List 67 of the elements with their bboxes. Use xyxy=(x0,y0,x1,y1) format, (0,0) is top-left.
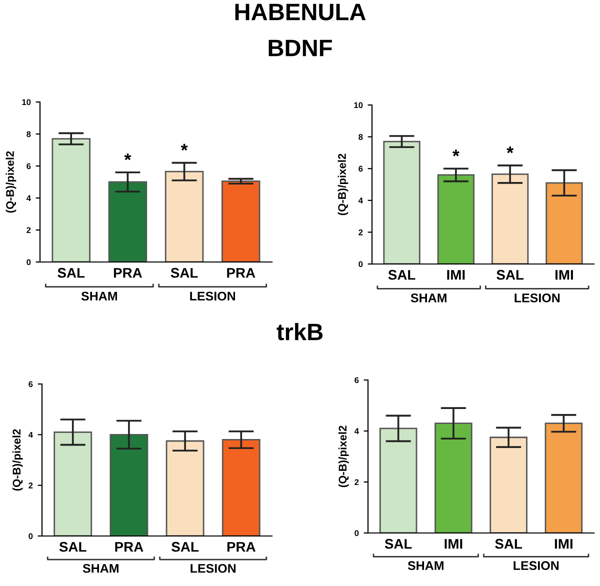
y-axis-title: (Q-B)/pixel2 xyxy=(338,154,348,216)
bar xyxy=(379,428,418,533)
y-tick-label: 2 xyxy=(26,227,31,234)
y-tick-label: 6 xyxy=(354,377,359,384)
chart-subtitle: BDNF xyxy=(268,40,332,56)
y-tick-label: 6 xyxy=(358,166,363,172)
bar xyxy=(546,182,583,264)
bar xyxy=(434,422,472,533)
text: LESION xyxy=(190,292,236,301)
bar xyxy=(52,138,90,262)
x-tick-label: PRA xyxy=(227,542,256,552)
x-tick-label: SAL xyxy=(495,538,522,549)
y-tick-label: 2 xyxy=(358,229,363,236)
y-tick-label: 2 xyxy=(354,479,359,486)
y-tick-label: 4 xyxy=(28,432,33,438)
text: LESION xyxy=(514,561,559,570)
bar xyxy=(492,173,529,264)
y-tick-label: 0 xyxy=(28,533,33,540)
y-axis-title: (Q-B)/pixel2 xyxy=(338,426,349,488)
bar xyxy=(490,436,528,533)
x-tick-label: SAL xyxy=(172,542,199,552)
data-label: * xyxy=(452,150,460,156)
bar xyxy=(222,180,260,262)
y-tick-label: 0 xyxy=(354,530,359,536)
text: SHAM xyxy=(81,292,117,301)
data-label: * xyxy=(506,146,514,154)
x-tick-label: SAL xyxy=(388,270,416,280)
y-tick-label: 8 xyxy=(26,131,31,138)
chart-title: HABENULA xyxy=(235,4,366,20)
data-label: * xyxy=(124,153,132,160)
bar xyxy=(437,174,474,264)
x-tick-label: PRA xyxy=(115,542,144,552)
text: LESION xyxy=(514,293,560,302)
data-label: * xyxy=(180,144,188,151)
x-tick-label: PRA xyxy=(114,268,142,278)
x-tick-label: SAL xyxy=(384,538,412,549)
bar xyxy=(383,140,420,264)
y-tick-label: 0 xyxy=(26,259,31,266)
y-axis-title: (Q-B)/pixel2 xyxy=(6,151,16,213)
text: SHAM xyxy=(408,561,444,570)
bar xyxy=(108,181,148,262)
y-tick-label: 6 xyxy=(26,163,31,170)
y-tick-label: 10 xyxy=(354,102,363,108)
y-tick-label: 6 xyxy=(28,381,33,388)
y-tick-label: 4 xyxy=(354,428,359,434)
x-tick-label: IMI xyxy=(554,539,572,549)
x-tick-label: SAL xyxy=(496,270,524,280)
y-tick-label: 8 xyxy=(358,134,363,140)
x-tick-label: PRA xyxy=(227,268,256,278)
bar xyxy=(164,170,204,262)
x-tick-label: SAL xyxy=(59,542,86,552)
text: SHAM xyxy=(82,564,118,573)
text: LESION xyxy=(190,564,236,573)
x-tick-label: IMI xyxy=(447,270,465,280)
bar xyxy=(544,422,583,533)
y-axis-title: (Q-B)/pixel2 xyxy=(12,429,23,491)
x-tick-label: SAL xyxy=(58,268,85,278)
y-tick-label: 4 xyxy=(358,198,363,204)
y-tick-label: 4 xyxy=(26,195,31,202)
text: SHAM xyxy=(410,293,446,302)
x-tick-label: IMI xyxy=(444,539,462,549)
y-tick-label: 2 xyxy=(28,482,33,488)
chart-title: trkB xyxy=(276,322,323,340)
x-tick-label: IMI xyxy=(556,270,573,280)
y-tick-label: 0 xyxy=(358,261,363,268)
y-tick-label: 10 xyxy=(22,99,31,106)
x-tick-label: SAL xyxy=(170,268,198,278)
